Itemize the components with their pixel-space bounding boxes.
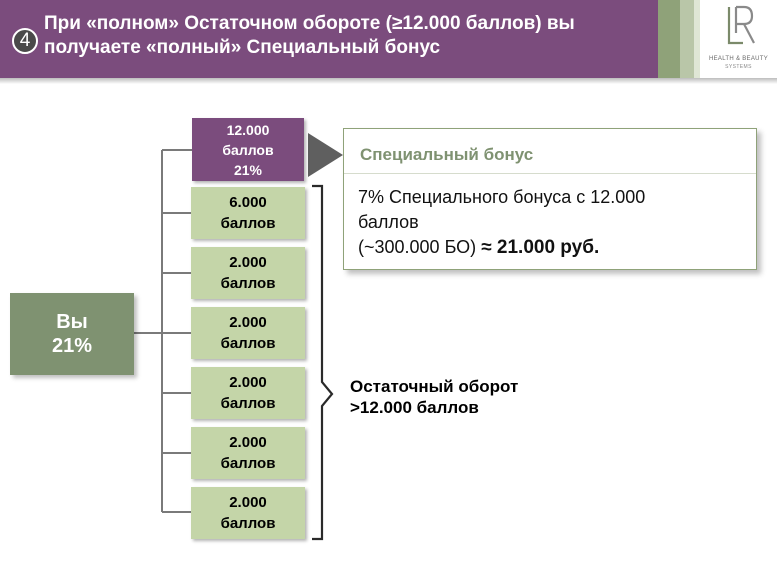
bonus-callout: Специальный бонус 7% Специального бонуса…	[343, 128, 757, 270]
partner-points: 6.000	[229, 194, 267, 211]
partner-node: 2.000 баллов	[191, 247, 305, 299]
partner-unit: баллов	[220, 395, 276, 412]
brace-label-line-2: >12.000 баллов	[350, 398, 479, 417]
partner-unit: баллов	[220, 335, 276, 352]
partner-unit: баллов	[220, 515, 276, 532]
partner-node: 2.000 баллов	[191, 307, 305, 359]
bonus-line-3: (~300.000 БО) ≈ 21.000 руб.	[358, 235, 748, 260]
bonus-line-2: баллов	[358, 212, 419, 232]
title-line-1: При «полном» Остаточном обороте (≥12.000…	[44, 13, 575, 34]
brand-logo: HEALTH & BEAUTY SYSTEMS	[700, 0, 777, 78]
partner-unit: баллов	[220, 455, 276, 472]
you-node: Вы 21%	[10, 293, 134, 375]
bonus-divider	[344, 173, 756, 174]
curly-brace-icon	[312, 184, 334, 541]
partner-points: 12.000	[226, 121, 270, 138]
partner-node: 2.000 баллов	[191, 427, 305, 479]
partner-points: 2.000	[229, 314, 267, 331]
partner-node: 6.000 баллов	[191, 187, 305, 239]
bonus-amount: 21.000 руб.	[496, 237, 600, 258]
bonus-turnover: (~300.000 БО)	[358, 237, 482, 257]
header-accent-strip	[658, 0, 680, 78]
page-title: При «полном» Остаточном обороте (≥12.000…	[44, 12, 656, 60]
bonus-description: 7% Специального бонуса с 12.000 баллов (…	[358, 185, 748, 260]
partner-points: 2.000	[229, 254, 267, 271]
bonus-title: Специальный бонус	[360, 145, 534, 164]
you-percent: 21%	[51, 335, 93, 357]
partner-points: 2.000	[229, 494, 267, 511]
bonus-line-1: 7% Специального бонуса с 12.000	[358, 187, 646, 207]
you-label: Вы	[56, 311, 88, 333]
partner-unit: баллов	[220, 275, 276, 292]
logo-subtagline: SYSTEMS	[725, 64, 752, 70]
remaining-turnover-label: Остаточный оборот >12.000 баллов	[350, 376, 518, 418]
partner-node-main: 12.000 баллов 21%	[192, 118, 304, 181]
partner-percent: 21%	[233, 161, 263, 178]
brace-label-line-1: Остаточный оборот	[350, 377, 519, 396]
bonus-approx-sign: ≈	[481, 237, 497, 258]
header-banner: 4 При «полном» Остаточном обороте (≥12.0…	[0, 0, 658, 78]
partner-node: 2.000 баллов	[191, 367, 305, 419]
header-accent-strip	[694, 0, 700, 78]
header-accent-strip	[680, 0, 694, 78]
header-shadow	[0, 78, 777, 84]
pointer-arrow-icon	[308, 133, 343, 177]
partner-unit: баллов	[222, 141, 274, 158]
partner-node: 2.000 баллов	[191, 487, 305, 539]
step-number-badge: 4	[12, 28, 38, 54]
logo-tagline: HEALTH & BEAUTY	[708, 56, 769, 62]
partner-unit: баллов	[220, 215, 276, 232]
partner-points: 2.000	[229, 374, 267, 391]
title-line-2: получаете «полный» Специальный бонус	[44, 37, 441, 58]
partner-points: 2.000	[229, 434, 267, 451]
lr-logo-icon	[727, 5, 755, 45]
